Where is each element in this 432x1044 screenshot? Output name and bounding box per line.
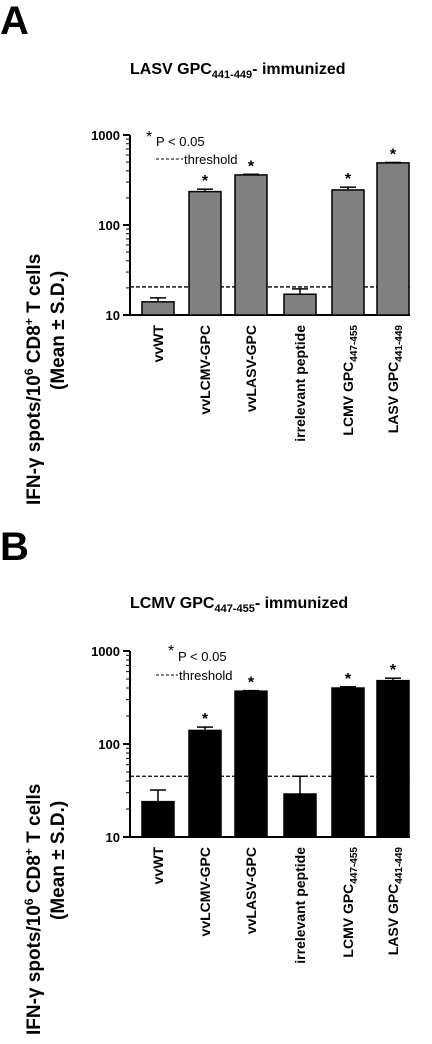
chart-title-a-sub: 441-449 xyxy=(212,69,252,81)
x-tick-label-a-0: vvWT xyxy=(150,325,166,363)
chart-title-b-tail: - immunized xyxy=(255,595,348,612)
x-tick-label-sub-b-5: 441-449 xyxy=(394,847,405,884)
bar-b-0 xyxy=(141,800,175,838)
significance-star-a-2: * xyxy=(248,158,255,175)
chart-title-b: LCMV GPC447-455- immunized xyxy=(130,595,348,615)
panel-letter-b: B xyxy=(0,525,29,569)
bar-a-2 xyxy=(234,174,268,316)
x-tick-label-a-3: irrelevant peptide xyxy=(292,325,308,442)
significance-star-a-1: * xyxy=(202,173,209,190)
x-tick-label-main-b-5: LASV GPC xyxy=(385,884,401,956)
chart-title-a: LASV GPC441-449- immunized xyxy=(130,61,346,81)
y-axis-label-a-tail: T cells xyxy=(24,254,45,318)
bar-a-3 xyxy=(283,293,317,316)
x-tick-label-b-0: vvWT xyxy=(150,847,166,885)
bar-a-5 xyxy=(376,162,410,316)
y-axis-label-b-sup: 6 xyxy=(22,898,36,905)
y-axis-label-a: IFN-γ spots/106 CD8+ T cells (Mean ± S.D… xyxy=(22,254,69,505)
chart-title-a-tail: - immunized xyxy=(252,61,345,78)
x-tick-label-main-a-1: vvLCMV-GPC xyxy=(197,325,213,414)
bar-b-3 xyxy=(283,793,317,838)
x-tick-label-a-2: vvLASV-GPC xyxy=(243,325,259,412)
plot-area-a: 10 100 1000 vvWT * vvLCMV-GPC * vvLASV-GPC irrel… xyxy=(91,128,410,442)
significance-star-a-4: * xyxy=(345,171,352,188)
y-axis-label-a-main: IFN-γ spots/10 xyxy=(24,375,45,505)
y-tick-label-b-0: 10 xyxy=(106,830,120,845)
y-tick-label-a-2: 1000 xyxy=(91,128,120,143)
legend-b-p-value: P < 0.05 xyxy=(178,649,227,664)
bar-a-0 xyxy=(141,301,175,316)
y-axis-label-b-tail: T cells xyxy=(24,784,45,848)
x-tick-label-b-3: irrelevant peptide xyxy=(292,847,308,964)
plot-area-b: 10 100 1000 vvWT * vvLCMV-GPC * vvLASV-GPC irrel… xyxy=(91,644,410,964)
y-axis-label-b-line2: (Mean ± S.D.) xyxy=(48,801,69,920)
chart-title-a-main: LASV GPC xyxy=(130,61,212,78)
panel-b: B LCMV GPC447-455- immunized IFN-γ spots… xyxy=(0,525,410,1035)
panel-a: A LASV GPC441-449- immunized IFN-γ spots… xyxy=(0,0,410,505)
y-axis-label-a-sup2: + xyxy=(22,318,36,325)
y-axis-label-a-sup: 6 xyxy=(22,368,36,375)
y-axis-label-b-sup2: + xyxy=(22,848,36,855)
x-tick-label-a-5: LASV GPC441-449 xyxy=(385,325,405,434)
y-tick-label-b-2: 1000 xyxy=(91,644,120,659)
y-axis-label-a-line1: IFN-γ spots/106 CD8+ T cells xyxy=(22,254,45,505)
x-tick-label-main-a-0: vvWT xyxy=(150,325,166,363)
x-tick-label-b-4: LCMV GPC447-455 xyxy=(340,847,360,958)
y-axis-label-a-line2: (Mean ± S.D.) xyxy=(48,271,69,390)
legend-a-p-value: P < 0.05 xyxy=(156,134,205,149)
y-axis-label-b-mid: CD8 xyxy=(24,855,45,898)
bar-b-1 xyxy=(188,729,222,838)
legend-b-threshold-label: threshold xyxy=(179,668,232,683)
legend-a-threshold-label: threshold xyxy=(184,152,237,167)
chart-title-b-main: LCMV GPC xyxy=(130,595,215,612)
x-tick-label-a-1: vvLCMV-GPC xyxy=(197,325,213,414)
y-axis-label-b-line1: IFN-γ spots/106 CD8+ T cells xyxy=(22,784,45,1035)
x-tick-label-main-a-4: LCMV GPC xyxy=(340,362,356,436)
x-tick-label-b-5: LASV GPC441-449 xyxy=(385,847,405,956)
panel-letter-a: A xyxy=(0,0,29,43)
legend-b: * P < 0.05 threshold xyxy=(156,643,232,683)
x-tick-label-main-a-3: irrelevant peptide xyxy=(292,325,308,442)
x-tick-label-main-a-5: LASV GPC xyxy=(385,362,401,434)
x-tick-label-main-b-1: vvLCMV-GPC xyxy=(197,847,213,936)
x-tick-label-main-b-4: LCMV GPC xyxy=(340,884,356,958)
x-tick-label-main-b-2: vvLASV-GPC xyxy=(243,847,259,934)
x-tick-label-sub-a-4: 447-455 xyxy=(349,325,360,362)
significance-star-b-2: * xyxy=(248,675,255,692)
y-axis-label-b: IFN-γ spots/106 CD8+ T cells (Mean ± S.D… xyxy=(22,784,69,1035)
legend-b-star: * xyxy=(168,643,174,660)
y-tick-label-a-0: 10 xyxy=(106,308,120,323)
y-axis-label-b-main: IFN-γ spots/10 xyxy=(24,905,45,1035)
x-tick-label-sub-b-4: 447-455 xyxy=(349,847,360,884)
y-tick-label-b-1: 100 xyxy=(98,737,120,752)
bar-b-4 xyxy=(331,687,365,838)
bar-b-5 xyxy=(376,679,410,838)
significance-star-b-4: * xyxy=(345,671,352,688)
legend-a: * P < 0.05 threshold xyxy=(146,129,237,167)
x-tick-label-main-a-2: vvLASV-GPC xyxy=(243,325,259,412)
y-tick-label-a-1: 100 xyxy=(98,218,120,233)
y-axis-label-a-mid: CD8 xyxy=(24,325,45,368)
x-tick-label-main-b-3: irrelevant peptide xyxy=(292,847,308,964)
x-tick-label-main-b-0: vvWT xyxy=(150,847,166,885)
x-tick-label-a-4: LCMV GPC447-455 xyxy=(340,325,360,436)
significance-star-b-1: * xyxy=(202,711,209,728)
bar-a-1 xyxy=(188,190,222,316)
legend-a-star: * xyxy=(146,129,152,146)
bar-a-4 xyxy=(331,189,365,316)
chart-title-b-sub: 447-455 xyxy=(214,603,254,615)
x-tick-label-sub-a-5: 441-449 xyxy=(394,325,405,362)
x-tick-label-b-1: vvLCMV-GPC xyxy=(197,847,213,936)
significance-star-a-5: * xyxy=(390,146,397,163)
significance-star-b-5: * xyxy=(390,662,397,679)
x-tick-label-b-2: vvLASV-GPC xyxy=(243,847,259,934)
bar-b-2 xyxy=(234,690,268,838)
